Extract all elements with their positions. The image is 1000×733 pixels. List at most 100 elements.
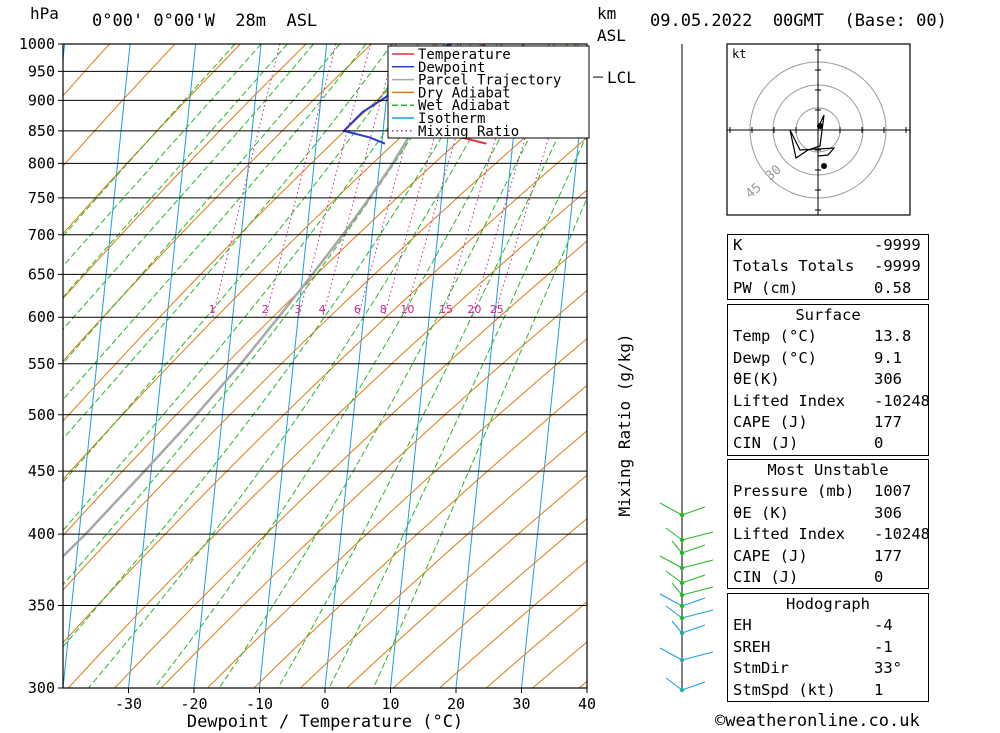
mixing-ratio-line [357,44,434,318]
surface-row-cin: CIN (J) 0 [733,434,884,453]
x-tick-label: 20 [447,695,465,713]
wind-dot [679,565,685,571]
mixing-ratio-line [298,44,372,318]
index-row-k: K -9999 [733,236,921,254]
wind-barb [681,609,714,619]
index-row-pw: PW (cm) 0.58 [733,278,912,297]
wind-dot [679,687,685,693]
x-tick-label: 0 [320,695,329,713]
legend-entry: Dewpoint [418,60,485,76]
wet-adiabat-line [63,44,341,364]
wet-adiabat-line [63,44,393,440]
pressure-tick-label: 350 [28,597,55,615]
wind-barb [681,624,706,634]
wet-adiabat-line [63,44,498,648]
isotherm-line [390,44,459,688]
mu-row-cin: CIN (J) 0 [733,567,884,586]
x-axis-label: Dewpoint / Temperature (°C) [187,712,463,732]
surface-row-cape: CAPE (J) 177 [733,412,902,431]
mixing-ratio-label: 1 [209,303,216,316]
legend-entry: Mixing Ratio [418,124,519,140]
mixing-ratio-label: 2 [262,303,269,316]
mixing-ratio-label: 3 [294,303,301,316]
pressure-tick-label: 950 [28,62,55,80]
hodograph-stats-title: Hodograph [786,595,870,613]
hodo-row-eh: EH -4 [733,616,893,635]
dry-adiabat-line [63,136,587,644]
wind-dot [679,603,685,609]
mixing-ratio-line [265,44,337,318]
mixing-ratio-label: 15 [439,303,453,316]
datetime-label: 09.05.2022 00GMT (Base: 00) [650,11,947,31]
x-tick-label: -20 [180,695,207,713]
legend-entry: Dry Adiabat [418,85,511,101]
wind-barb [681,574,706,584]
asl-unit-label: ASL [597,26,626,45]
isotherm-line [128,44,197,688]
index-row-totals: Totals Totals -9999 [733,257,921,276]
dry-adiabat-line [253,384,587,688]
dry-adiabat-line [63,44,176,167]
mixing-ratio-axis-label: Mixing Ratio (g/kg) [615,333,634,516]
pressure-tick-label: 300 [28,679,55,697]
wind-barb [681,597,706,607]
legend-entry: Temperature [418,47,511,63]
copyright-label: ©weatheronline.co.uk [715,711,920,731]
hodograph-unit: kt [732,47,746,61]
wind-barb [681,681,706,691]
wind-dot [679,657,685,663]
wind-barb [659,593,683,607]
dry-adiabat-line [346,474,587,688]
wet-adiabat-line [372,197,587,688]
pressure-tick-label: 400 [28,525,55,543]
pressure-tick-label: 850 [28,122,55,140]
mixing-ratio-label: 6 [354,303,361,316]
mixing-ratio-line [403,44,484,318]
pressure-tick-label: 500 [28,406,55,424]
dry-adiabat-line [160,289,587,688]
surface-row-dewp: Dewp (°C) 9.1 [733,348,902,367]
hpa-unit-label: hPa [30,4,59,23]
wind-barb [681,559,714,569]
surface-row-lifted: Lifted Index -10248 [733,391,930,410]
mu-row-pressure: Pressure (mb) 1007 [733,482,912,501]
mixing-ratio-label: 4 [319,303,326,316]
legend-entry: Wet Adiabat [418,98,511,114]
wind-dot [679,512,685,518]
wind-dot [679,580,685,586]
km-unit-label: km [597,4,617,23]
lcl-label: LCL [607,68,636,87]
mixing-ratio-line [442,44,525,318]
x-tick-label: 30 [512,695,530,713]
wind-barb [681,531,714,541]
wind-barb [665,605,683,619]
wind-dot [679,615,685,621]
legend-box [387,45,590,139]
hodo-row-sreh: SREH -1 [733,637,893,656]
wind-barb [665,677,683,691]
dry-adiabat-line [63,44,438,422]
mixing-ratio-line [383,44,462,318]
pressure-tick-label: 600 [28,308,55,326]
mixing-ratio-label: 10 [400,303,414,316]
hodograph-point [817,123,823,129]
most-unstable-title: Most Unstable [767,461,889,479]
most-unstable-table: Most Unstable Pressure (mb) 1007 θE (K) 30… [727,459,930,590]
legend-entry: Isotherm [418,111,485,127]
isotherm-line [63,44,131,688]
isotherm-line [193,44,262,688]
wind-barb [665,570,683,584]
general-indices-table: K -9999 Totals Totals -9999 PW (cm) 0.58 [727,234,929,301]
wind-barb [671,620,683,634]
surface-title: Surface [795,306,861,324]
mixing-ratio-label: 8 [380,303,387,316]
mu-row-lifted: Lifted Index -10248 [733,525,930,544]
pressure-tick-label: 800 [28,154,55,172]
dry-adiabat-line [63,44,241,235]
pressure-tick-label: 900 [28,91,55,109]
surface-table: Surface Temp (°C) 13.8 Dewp (°C) 9.1 θE(K)… [727,304,930,456]
isotherm-line [324,44,393,688]
wind-barb [681,651,714,661]
wind-dot [679,537,685,543]
